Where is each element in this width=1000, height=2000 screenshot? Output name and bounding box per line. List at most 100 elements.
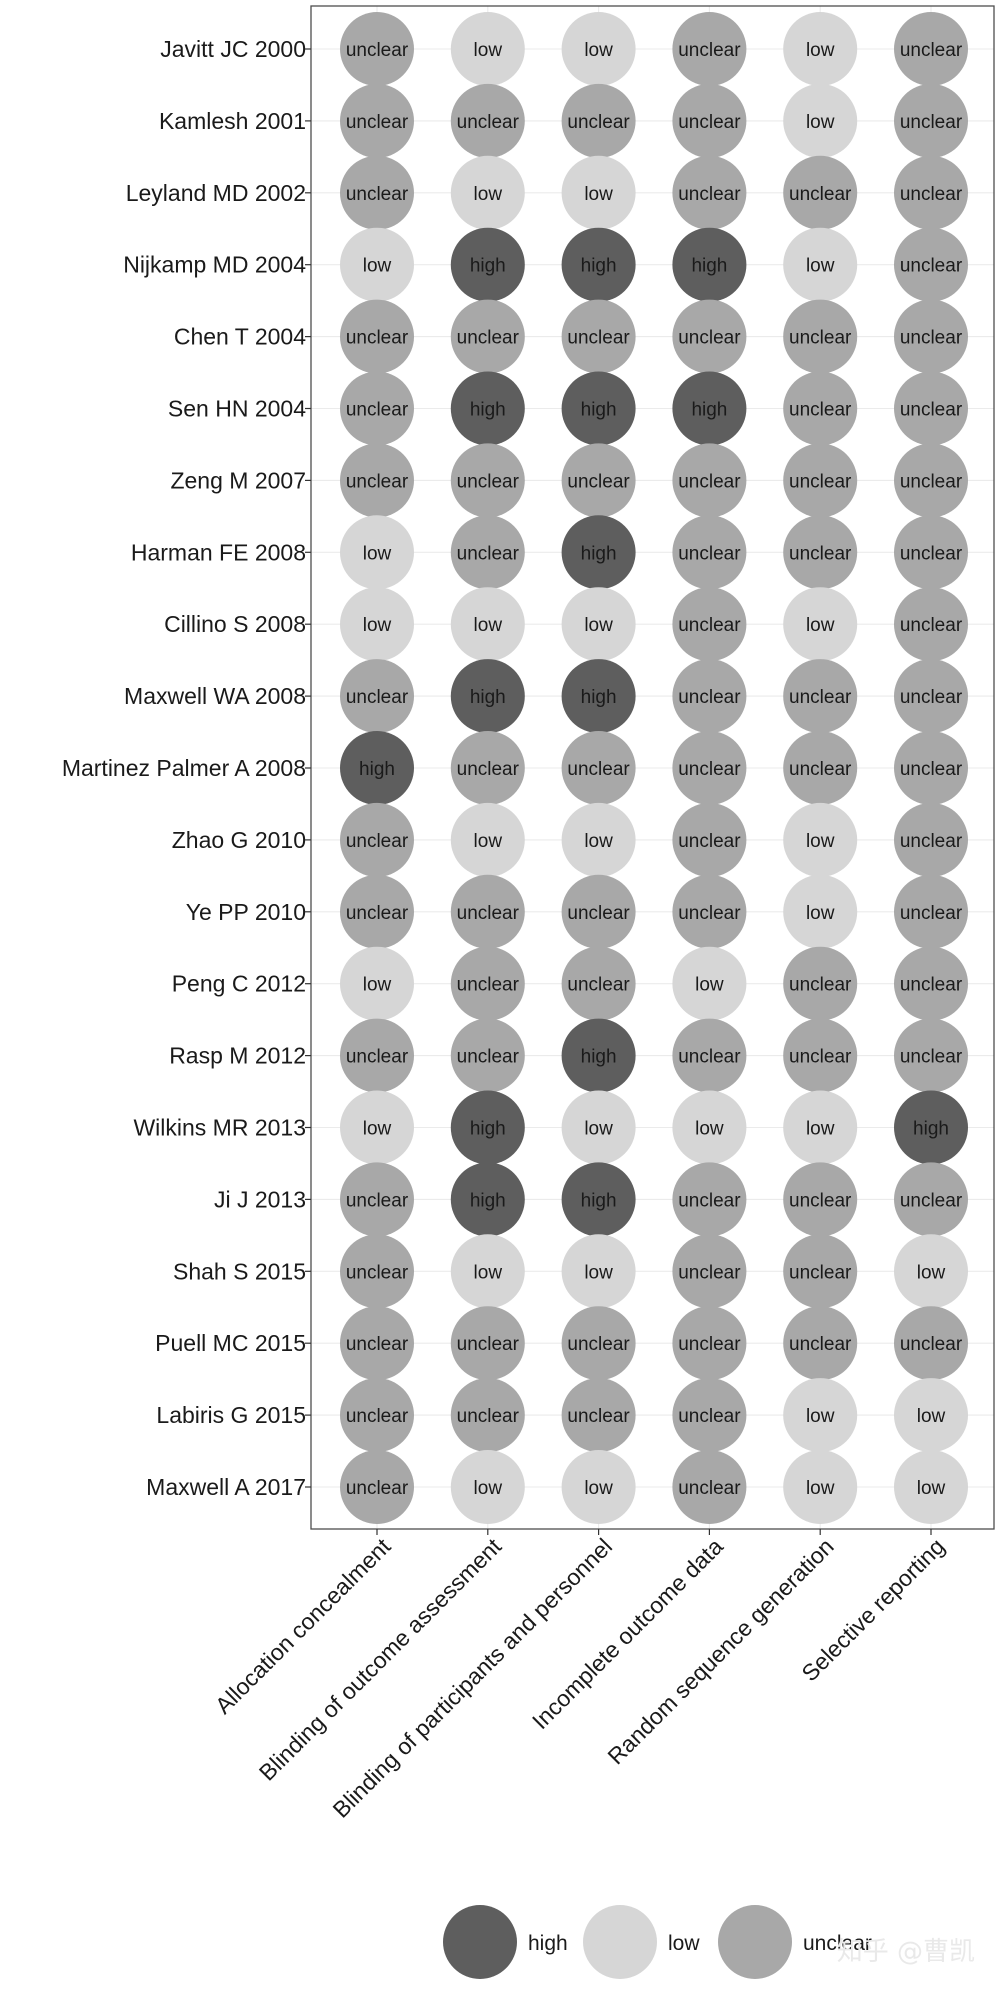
rating-circle <box>340 1090 414 1165</box>
legend-label: high <box>528 1932 568 1955</box>
rating-label: unclear <box>678 40 741 61</box>
study-label: Harman FE 2008 <box>131 539 306 565</box>
rating-label: low <box>584 1262 613 1283</box>
rating-circle <box>672 874 747 949</box>
rating-circle <box>340 1378 414 1453</box>
rating-circle <box>672 1090 747 1165</box>
rating-label: low <box>695 975 724 996</box>
rating-circle <box>561 1162 636 1237</box>
rating-circle <box>894 874 968 949</box>
rating-circle <box>783 1234 858 1309</box>
rating-circle <box>672 587 747 662</box>
rating-circle <box>450 659 525 734</box>
rating-label: unclear <box>457 1334 520 1355</box>
study-label: Sen HN 2004 <box>168 396 306 422</box>
rating-circle <box>340 1162 414 1237</box>
rating-label: unclear <box>900 831 963 852</box>
legend-label: low <box>668 1932 700 1955</box>
rating-circle <box>672 83 747 158</box>
rating-label: unclear <box>900 687 963 708</box>
study-label: Rasp M 2012 <box>169 1043 306 1069</box>
rating-circle <box>340 874 414 949</box>
rating-circle <box>450 1306 525 1381</box>
rating-label: high <box>913 1119 949 1140</box>
rating-label: low <box>363 975 392 996</box>
rating-circle <box>450 155 525 230</box>
rating-label: low <box>584 1119 613 1140</box>
rating-circle <box>450 874 525 949</box>
rating-circle <box>894 443 968 518</box>
rating-label: unclear <box>346 903 409 924</box>
rating-circle <box>672 1450 747 1524</box>
rating-circle <box>561 299 636 374</box>
rating-label: unclear <box>567 759 630 780</box>
rating-label: unclear <box>678 615 741 636</box>
legend-swatch <box>718 1905 792 1979</box>
rating-label: low <box>363 256 392 277</box>
rating-label: low <box>695 1119 724 1140</box>
rating-label: unclear <box>789 471 852 492</box>
rating-label: unclear <box>346 400 409 421</box>
rating-label: high <box>470 1119 506 1140</box>
rating-circle <box>783 1378 858 1453</box>
study-label: Javitt JC 2000 <box>160 36 306 62</box>
rating-circle <box>561 874 636 949</box>
rating-label: unclear <box>900 903 963 924</box>
rating-circle <box>672 731 747 805</box>
rating-circle <box>450 587 525 662</box>
rating-label: unclear <box>678 543 741 564</box>
rating-circle <box>340 155 414 230</box>
rating-label: low <box>474 1262 503 1283</box>
rating-circle <box>672 1018 747 1093</box>
rating-circle <box>340 1450 414 1524</box>
rating-label: low <box>474 1478 503 1499</box>
rating-label: low <box>363 1119 392 1140</box>
rating-label: unclear <box>678 1334 741 1355</box>
rating-label: high <box>581 687 617 708</box>
rating-label: low <box>917 1262 946 1283</box>
rating-label: low <box>584 831 613 852</box>
rating-circle <box>894 1306 968 1381</box>
rating-label: unclear <box>789 328 852 349</box>
rating-label: low <box>474 40 503 61</box>
study-label: Wilkins MR 2013 <box>133 1115 306 1141</box>
rating-circle <box>672 227 747 302</box>
rating-circle <box>894 659 968 734</box>
rating-circle <box>672 1378 747 1453</box>
rating-circle <box>894 12 968 86</box>
rating-circle <box>672 1162 747 1237</box>
study-label: Cillino S 2008 <box>164 611 306 637</box>
domain-label: Random sequence generation <box>602 1533 838 1769</box>
rating-circle <box>450 371 525 446</box>
rating-circle <box>783 802 858 877</box>
rating-label: unclear <box>567 975 630 996</box>
rating-label: low <box>806 1478 835 1499</box>
study-label: Maxwell A 2017 <box>146 1474 306 1500</box>
rating-label: unclear <box>678 687 741 708</box>
rating-label: unclear <box>900 1190 963 1211</box>
study-label: Chen T 2004 <box>174 324 306 350</box>
rating-circle <box>783 299 858 374</box>
rating-label: low <box>363 615 392 636</box>
rating-label: low <box>474 615 503 636</box>
rating-label: low <box>806 903 835 924</box>
rating-label: unclear <box>900 975 963 996</box>
rating-circle <box>450 515 525 590</box>
rating-circle <box>561 371 636 446</box>
rating-label: unclear <box>346 1047 409 1068</box>
rating-circle <box>783 1450 858 1524</box>
rating-circle <box>894 1018 968 1093</box>
rating-circle <box>561 659 636 734</box>
rating-circle <box>894 83 968 158</box>
rating-label: unclear <box>567 328 630 349</box>
study-label: Labiris G 2015 <box>156 1402 306 1428</box>
rating-circle <box>783 443 858 518</box>
rating-label: unclear <box>346 40 409 61</box>
rating-circle <box>783 874 858 949</box>
rating-label: unclear <box>457 1406 520 1427</box>
rating-label: unclear <box>900 759 963 780</box>
rating-label: unclear <box>678 831 741 852</box>
rating-label: unclear <box>789 1334 852 1355</box>
rating-circle <box>783 1306 858 1381</box>
study-label: Nijkamp MD 2004 <box>123 252 306 278</box>
